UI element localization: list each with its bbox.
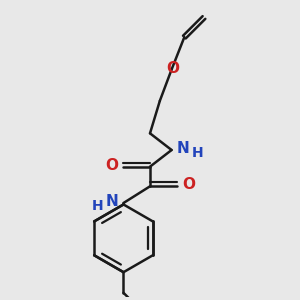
Text: O: O xyxy=(166,61,179,76)
Text: O: O xyxy=(182,177,195,192)
Text: N: N xyxy=(106,194,118,209)
Text: N: N xyxy=(177,141,190,156)
Text: O: O xyxy=(105,158,118,173)
Text: H: H xyxy=(92,199,103,213)
Text: H: H xyxy=(192,146,203,160)
